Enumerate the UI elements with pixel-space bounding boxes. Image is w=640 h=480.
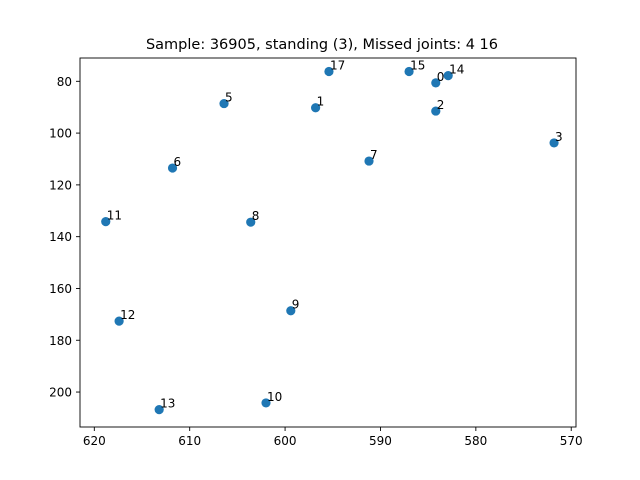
scatter-point [246, 217, 256, 227]
point-label: 15 [410, 58, 425, 72]
x-tick-label: 580 [464, 434, 487, 448]
point-label: 13 [160, 397, 175, 411]
scatter-point [101, 217, 111, 227]
point-label: 7 [370, 148, 378, 162]
scatter-point [311, 103, 321, 113]
point-label: 11 [107, 209, 122, 223]
scatter-point [404, 66, 414, 77]
scatter-point [261, 398, 271, 408]
y-tick-label: 80 [57, 75, 72, 89]
point-label: 12 [120, 308, 135, 322]
chart-title: Sample: 36905, standing (3), Missed join… [146, 37, 498, 53]
point-label: 6 [174, 155, 182, 169]
scatter-point [114, 316, 124, 326]
point-label: 14 [449, 63, 464, 77]
point-label: 17 [330, 58, 345, 72]
point-label: 1 [317, 95, 325, 109]
y-tick-label: 140 [49, 230, 72, 244]
x-tick-label: 610 [178, 434, 201, 448]
scatter-point [364, 156, 374, 166]
x-tick-label: 600 [274, 434, 297, 448]
point-label: 8 [252, 209, 260, 223]
y-tick-label: 120 [49, 178, 72, 192]
scatter-point [431, 106, 441, 116]
point-label: 3 [555, 130, 563, 144]
point-label: 5 [225, 91, 233, 105]
point-label: 9 [292, 298, 300, 312]
x-tick-label: 570 [560, 434, 583, 448]
scatter-point [286, 306, 296, 316]
y-tick-label: 200 [49, 386, 72, 400]
point-label: 2 [437, 98, 445, 112]
point-label: 10 [267, 390, 282, 404]
y-tick-label: 180 [49, 334, 72, 348]
plot-area-frame [79, 57, 577, 428]
x-tick-label: 620 [83, 434, 106, 448]
point-label: 0 [437, 70, 445, 84]
y-tick-label: 100 [49, 127, 72, 141]
x-tick-label: 590 [369, 434, 392, 448]
y-axis: 80 100 120 140 160 180 200 [49, 75, 80, 400]
scatter-point [167, 163, 178, 173]
scatter-point [431, 78, 441, 88]
scatter-point [443, 71, 453, 81]
x-axis: 620 610 600 590 580 570 [83, 427, 583, 448]
scatter-point [549, 138, 559, 148]
scatter-point [219, 98, 229, 109]
y-tick-label: 160 [49, 282, 72, 296]
scatter-point [154, 405, 164, 415]
scatter-point [324, 66, 334, 77]
